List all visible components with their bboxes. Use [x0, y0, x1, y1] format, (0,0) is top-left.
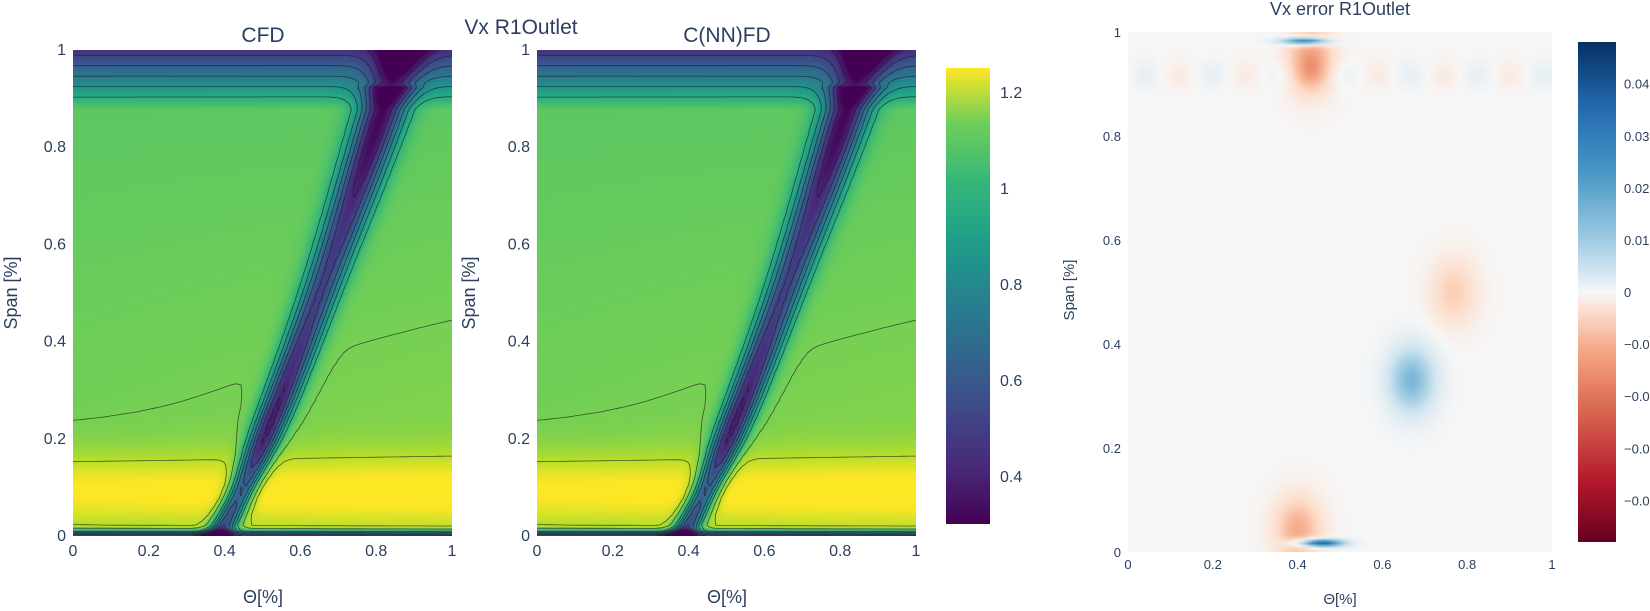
rdbu-colorbar-tick: 0.01	[1624, 233, 1649, 248]
rdbu-colorbar-gradient	[1578, 42, 1616, 542]
cnnfd-title: C(NN)FD	[683, 24, 770, 47]
y-tick-label: 0.2	[508, 431, 530, 448]
rdbu-colorbar-tick: 0	[1624, 285, 1631, 300]
contour-line	[537, 455, 916, 527]
y-tick-label: 0.6	[44, 236, 66, 253]
figure-title: Vx R1Outlet	[464, 16, 577, 39]
y-tick-label: 0.8	[1103, 129, 1121, 144]
rdbu-colorbar-tick: 0.02	[1624, 181, 1649, 196]
y-tick-label: 0.4	[1103, 337, 1121, 352]
x-tick-label: 0.4	[213, 543, 235, 560]
viridis-colorbar-tick: 1	[1000, 181, 1009, 198]
viridis-colorbar-tick: 0.6	[1000, 373, 1022, 390]
y-tick-label: 0.2	[1103, 441, 1121, 456]
x-tick-label: 0.4	[677, 543, 699, 560]
contour-line	[537, 75, 916, 535]
error-y-ticks: 0 0.2 0.4 0.6 0.8 1	[1103, 25, 1121, 560]
y-tick-label: 0.4	[44, 334, 66, 351]
x-tick-label: 0	[69, 543, 78, 560]
y-tick-label: 0.8	[508, 139, 530, 156]
y-tick-label: 0.8	[44, 139, 66, 156]
x-tick-label: 1	[448, 543, 457, 560]
viridis-colorbar-gradient	[946, 68, 990, 524]
cnnfd-y-ticks: 0 0.2 0.4 0.6 0.8 1	[508, 42, 530, 545]
cnnfd-x-ticks: 0 0.2 0.4 0.6 0.8 1	[533, 543, 921, 560]
cnnfd-contours	[537, 50, 916, 536]
y-tick-label: 0.2	[44, 431, 66, 448]
error-panel: Vx error R1Outlet 0 0.2 0.4 0.6 0.8 1 0 0.2 0.4…	[1061, 0, 1556, 608]
x-tick-label: 0	[1124, 557, 1131, 572]
contour-line	[73, 96, 452, 533]
error-x-axis-title: Θ[%]	[1323, 591, 1356, 608]
rdbu-colorbar-tick: 0.04	[1624, 77, 1649, 92]
x-tick-label: 0.2	[138, 543, 160, 560]
x-tick-label: 0.2	[1204, 557, 1222, 572]
cfd-y-axis-title: Span [%]	[1, 256, 21, 329]
y-tick-label: 1	[1114, 25, 1121, 40]
error-title: Vx error R1Outlet	[1270, 0, 1410, 19]
rdbu-colorbar: 0.04 0.03 0.02 0.01 0 −0.01 −0.02 −0.03 −0.04	[1578, 42, 1650, 542]
contour-line	[537, 86, 916, 534]
contour-line	[73, 319, 452, 530]
y-tick-label: 0.6	[508, 236, 530, 253]
error-heatmap	[1128, 32, 1552, 552]
y-tick-label: 0.4	[508, 334, 530, 351]
x-tick-label: 0.2	[602, 543, 624, 560]
contour-line	[537, 96, 916, 533]
x-tick-label: 1	[1548, 557, 1555, 572]
cfd-contours	[73, 50, 452, 536]
y-tick-label: 1	[57, 42, 66, 59]
cnnfd-x-axis-title: Θ[%]	[707, 587, 747, 607]
rdbu-colorbar-ticks: 0.04 0.03 0.02 0.01 0 −0.01 −0.02 −0.03 −0.04	[1624, 77, 1650, 509]
x-tick-label: 0.8	[365, 543, 387, 560]
contour-line	[73, 86, 452, 534]
rdbu-colorbar-tick: −0.03	[1624, 441, 1650, 456]
contour-line	[73, 75, 452, 535]
contour-line	[73, 455, 452, 527]
error-y-axis-title: Span [%]	[1061, 260, 1078, 321]
cfd-panel: CFD 0 0.2 0.4 0.6 0.8 1 0 0.2 0.4 0.6 0.8 1 Θ[%] S…	[1, 24, 457, 607]
x-tick-label: 0.8	[1458, 557, 1476, 572]
contour-line	[537, 65, 916, 536]
x-tick-label: 0.6	[1373, 557, 1391, 572]
y-tick-label: 0	[1114, 545, 1121, 560]
x-tick-label: 0.4	[1289, 557, 1307, 572]
viridis-colorbar-ticks: 0.4 0.6 0.8 1 1.2	[1000, 85, 1022, 486]
rdbu-colorbar-tick: −0.04	[1624, 493, 1650, 508]
contour-line	[537, 54, 916, 536]
contour-line	[663, 50, 903, 536]
rdbu-colorbar-tick: −0.01	[1624, 337, 1650, 352]
contour-line	[199, 50, 439, 536]
contour-line	[537, 319, 916, 530]
viridis-colorbar-tick: 0.4	[1000, 469, 1022, 486]
x-tick-label: 0	[533, 543, 542, 560]
contour-line	[73, 54, 452, 536]
rdbu-colorbar-tick: −0.02	[1624, 389, 1650, 404]
error-x-ticks: 0 0.2 0.4 0.6 0.8 1	[1124, 557, 1555, 572]
cnnfd-panel: C(NN)FD 0 0.2 0.4 0.6 0.8 1 0 0.2 0.4 0.6 0.8 1 Θ[…	[459, 24, 921, 607]
y-tick-label: 0	[521, 528, 530, 545]
contour-line	[73, 65, 452, 536]
rdbu-colorbar-tick: 0.03	[1624, 129, 1649, 144]
x-tick-label: 0.6	[753, 543, 775, 560]
cnnfd-y-axis-title: Span [%]	[459, 256, 479, 329]
x-tick-label: 0.8	[829, 543, 851, 560]
cfd-x-axis-title: Θ[%]	[243, 587, 283, 607]
cfd-x-ticks: 0 0.2 0.4 0.6 0.8 1	[69, 543, 457, 560]
error-field-image	[1128, 32, 1552, 552]
y-tick-label: 1	[521, 42, 530, 59]
y-tick-label: 0	[57, 528, 66, 545]
viridis-colorbar: 0.4 0.6 0.8 1 1.2	[946, 68, 1022, 524]
viridis-colorbar-tick: 1.2	[1000, 85, 1022, 102]
x-tick-label: 1	[912, 543, 921, 560]
cfd-y-ticks: 0 0.2 0.4 0.6 0.8 1	[44, 42, 66, 545]
y-tick-label: 0.6	[1103, 233, 1121, 248]
x-tick-label: 0.6	[289, 543, 311, 560]
cfd-title: CFD	[241, 24, 284, 47]
viridis-colorbar-tick: 0.8	[1000, 277, 1022, 294]
